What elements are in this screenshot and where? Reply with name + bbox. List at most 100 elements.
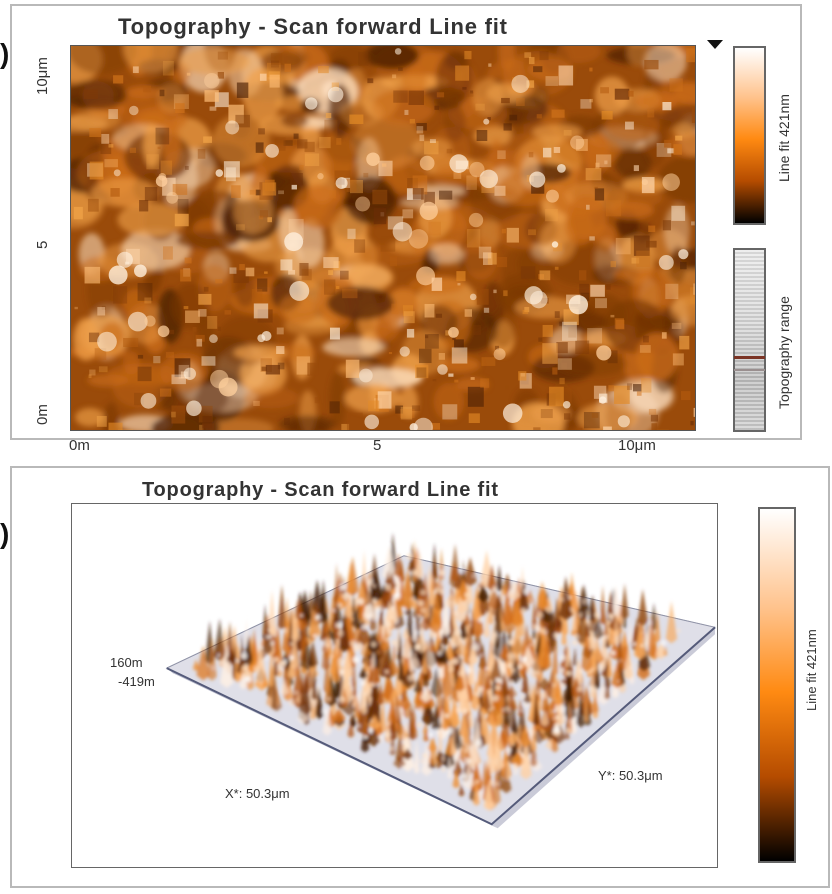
- surface-spike: [280, 677, 289, 697]
- topography-blob: [260, 50, 304, 74]
- topography-pixel: [466, 91, 474, 97]
- topography-pixel: [265, 364, 281, 375]
- topography-pixel: [693, 283, 695, 295]
- topography-blob: [614, 148, 652, 179]
- surface-spike: [505, 757, 511, 781]
- topography-pixel: [606, 284, 611, 290]
- topography-pixel: [614, 385, 630, 404]
- topography-pixel: [325, 112, 332, 119]
- spike-highlight: [339, 669, 345, 675]
- topography-pixel: [418, 348, 432, 364]
- spike-highlight: [331, 654, 334, 658]
- topography-pixel: [224, 310, 232, 315]
- spike-highlight: [353, 645, 360, 652]
- surface-spike: [482, 689, 492, 712]
- topography-pixel: [661, 332, 667, 339]
- surface-spike: [268, 645, 274, 687]
- surface-spike: [349, 712, 357, 728]
- topography-pixel: [549, 386, 564, 407]
- topography-pixel: [301, 269, 312, 281]
- topography-pixel: [586, 204, 590, 210]
- surface-spike: [422, 723, 428, 735]
- spike-highlight: [529, 643, 532, 647]
- spike-highlight: [321, 708, 328, 715]
- spike-highlight: [477, 686, 484, 692]
- topography-pixel: [468, 413, 480, 424]
- topography-2d-map[interactable]: [70, 45, 696, 431]
- topography-blob: [352, 367, 423, 389]
- surface-spike: [600, 585, 606, 625]
- spike-highlight: [420, 607, 427, 614]
- spike-highlight: [566, 670, 572, 676]
- topography-pixel: [455, 65, 470, 81]
- spike-highlight: [346, 723, 350, 727]
- topography-pixel: [533, 66, 543, 73]
- surface-highlight: [678, 249, 689, 260]
- spike-highlight: [570, 609, 574, 613]
- surface-highlight: [596, 345, 612, 361]
- topography-pixel: [261, 366, 267, 371]
- spike-highlight: [451, 657, 459, 665]
- surface-spike: [388, 712, 397, 741]
- topography-blob: [627, 46, 650, 66]
- range-marker-upper[interactable]: [734, 356, 765, 359]
- topography-pixel: [522, 309, 529, 315]
- surface-highlight: [468, 212, 484, 228]
- spike-highlight: [342, 593, 349, 600]
- topography-pixel: [277, 362, 285, 370]
- spike-highlight: [632, 642, 637, 646]
- surface-spike: [368, 714, 381, 731]
- topography-pixel: [167, 329, 175, 335]
- spike-highlight: [323, 638, 330, 644]
- topography-pixel: [199, 424, 204, 430]
- topography-pixel: [172, 183, 188, 195]
- topography-pixel: [137, 354, 144, 359]
- spike-highlight: [357, 724, 361, 728]
- x-axis-label: X*: 50.3μm: [225, 786, 290, 801]
- surface-spike: [379, 598, 384, 627]
- surface-spike: [422, 645, 428, 675]
- topography-pixel: [409, 118, 415, 124]
- topography-pixel: [680, 261, 687, 270]
- spike-highlight: [393, 592, 401, 600]
- surface-spike: [382, 645, 393, 678]
- surface-spike: [439, 645, 450, 665]
- spike-highlight: [411, 569, 418, 575]
- topography-pixel: [589, 236, 595, 241]
- topography-pixel: [590, 284, 605, 297]
- spike-highlight: [459, 569, 463, 573]
- topography-pixel: [561, 362, 567, 370]
- spike-highlight: [492, 586, 497, 591]
- topography-pixel: [553, 242, 563, 252]
- surface-spike: [331, 708, 346, 724]
- topography-pixel: [604, 160, 608, 165]
- topography-pixel: [402, 305, 414, 316]
- topography-pixel: [466, 229, 481, 248]
- topography-pixel: [528, 229, 536, 236]
- range-marker-lower[interactable]: [734, 369, 765, 371]
- surface-spike: [315, 686, 324, 720]
- surface-spike: [447, 750, 452, 779]
- topography-pixel: [403, 311, 415, 324]
- topography-3d-view[interactable]: [71, 503, 718, 868]
- surface-spike: [406, 599, 413, 637]
- surface-spike: [470, 680, 481, 711]
- topography-blob: [277, 294, 319, 325]
- spike-highlight: [454, 629, 461, 636]
- surface-highlight: [408, 229, 429, 249]
- surface-spike: [540, 710, 549, 727]
- topography-pixel: [262, 182, 277, 196]
- topography-range-histogram[interactable]: [733, 248, 766, 432]
- topography-pixel: [636, 391, 642, 396]
- topography-2d-image[interactable]: [71, 46, 695, 430]
- topography-pixel: [137, 282, 153, 301]
- topography-pixel: [610, 261, 617, 268]
- spike-highlight: [245, 676, 252, 683]
- topography-blob: [117, 202, 186, 237]
- topography-blob: [672, 122, 695, 139]
- surface-spike: [487, 644, 496, 673]
- topography-3d-image[interactable]: [72, 504, 717, 867]
- spike-highlight: [370, 641, 377, 648]
- topography-pixel: [557, 358, 572, 370]
